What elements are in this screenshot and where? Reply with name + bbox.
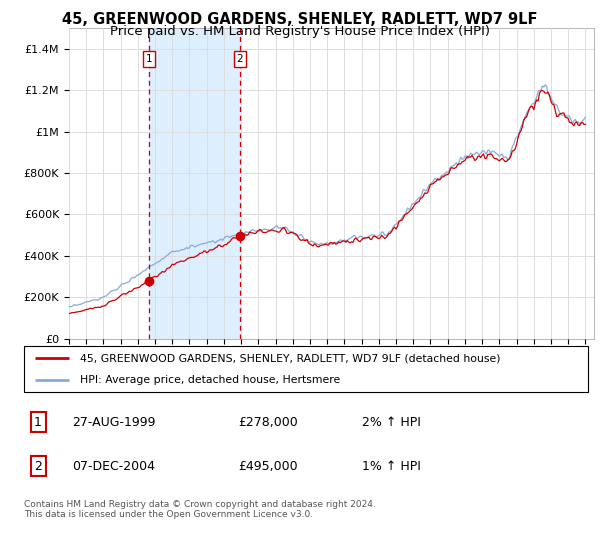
Text: £495,000: £495,000 xyxy=(238,460,298,473)
Text: 1: 1 xyxy=(34,416,42,428)
Text: 07-DEC-2004: 07-DEC-2004 xyxy=(72,460,155,473)
Text: 2: 2 xyxy=(236,54,243,64)
Text: 1: 1 xyxy=(146,54,152,64)
Text: Price paid vs. HM Land Registry's House Price Index (HPI): Price paid vs. HM Land Registry's House … xyxy=(110,25,490,38)
Text: 45, GREENWOOD GARDENS, SHENLEY, RADLETT, WD7 9LF: 45, GREENWOOD GARDENS, SHENLEY, RADLETT,… xyxy=(62,12,538,27)
Text: 2% ↑ HPI: 2% ↑ HPI xyxy=(362,416,421,428)
Text: 27-AUG-1999: 27-AUG-1999 xyxy=(72,416,155,428)
Text: 1% ↑ HPI: 1% ↑ HPI xyxy=(362,460,421,473)
Text: £278,000: £278,000 xyxy=(238,416,298,428)
Text: 2: 2 xyxy=(34,460,42,473)
Text: HPI: Average price, detached house, Hertsmere: HPI: Average price, detached house, Hert… xyxy=(80,375,341,385)
Bar xyxy=(149,28,240,339)
FancyBboxPatch shape xyxy=(24,346,588,392)
Text: 45, GREENWOOD GARDENS, SHENLEY, RADLETT, WD7 9LF (detached house): 45, GREENWOOD GARDENS, SHENLEY, RADLETT,… xyxy=(80,353,501,363)
Text: Contains HM Land Registry data © Crown copyright and database right 2024.
This d: Contains HM Land Registry data © Crown c… xyxy=(24,500,376,519)
